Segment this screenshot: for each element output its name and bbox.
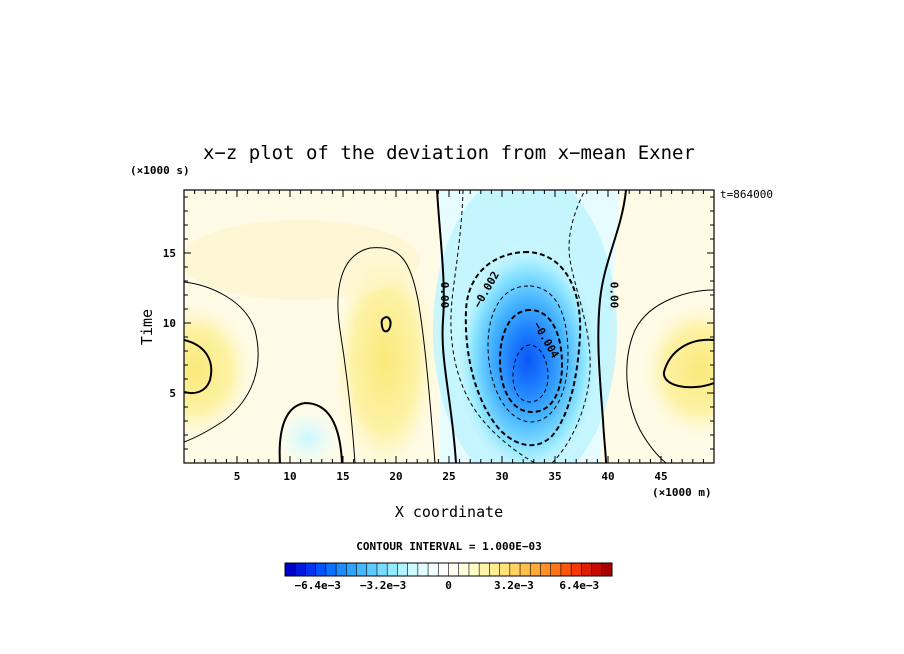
negative-core-shading — [453, 240, 603, 463]
contour-label: 0.00 — [607, 282, 620, 309]
x-unit-label: (×1000 m) — [652, 486, 712, 499]
y-axis-label: Time — [138, 309, 156, 345]
y-unit-label: (×1000 s) — [130, 164, 190, 177]
zero-contour-left — [436, 190, 457, 463]
colorbar-cell — [366, 563, 378, 576]
colorbar-cell — [336, 563, 347, 576]
colorbar-cell — [468, 563, 480, 576]
colorbar-tick-label: 3.2e−3 — [494, 579, 534, 592]
positive-left-shading — [184, 300, 255, 440]
x-tick-label: 40 — [601, 470, 614, 483]
colorbar-cell — [428, 563, 439, 576]
colorbar-cell — [489, 563, 500, 576]
colorbar-cell — [356, 563, 368, 576]
colorbar-cell — [520, 563, 531, 576]
colorbar-cell — [285, 563, 296, 576]
y-tick-label: 10 — [163, 317, 176, 330]
contour-001-left — [184, 281, 259, 443]
colorbar-cell — [458, 563, 470, 576]
colorbar-cell — [560, 563, 572, 576]
x-axis-label: X coordinate — [395, 503, 503, 521]
positive-mid-shading — [330, 240, 440, 463]
contour-neg-004 — [498, 308, 564, 414]
time-stamp: t=864000 — [720, 188, 773, 201]
contour-neg-001 — [450, 190, 591, 463]
colorbar-cell — [550, 563, 562, 576]
colorbar-cell — [540, 563, 551, 576]
x-tick-label: 25 — [442, 470, 455, 483]
colorbar-tick-label: 6.4e−3 — [559, 579, 599, 592]
y-tick-label: 5 — [169, 387, 176, 400]
contour-neg-005 — [512, 344, 549, 403]
x-tick-label: 10 — [283, 470, 296, 483]
contour-001-right — [626, 289, 714, 463]
colorbar-cell — [305, 563, 316, 576]
colorbar-tick-label: 0 — [445, 579, 452, 592]
colorbar-cell — [387, 563, 398, 576]
colorbar-cell — [509, 563, 521, 576]
x-tick-label: 20 — [389, 470, 402, 483]
axis-ticks — [184, 190, 714, 463]
contour-neg-002 — [464, 250, 582, 447]
zero-contour-small-loop — [380, 316, 392, 333]
x-tick-label: 5 — [234, 470, 241, 483]
colorbar-cell — [448, 563, 460, 576]
positive-top-shading — [184, 220, 420, 300]
colorbar-cell — [376, 563, 388, 576]
x-tick-label: 15 — [336, 470, 349, 483]
colorbar-cell — [315, 563, 327, 576]
colorbar-cell — [601, 563, 613, 576]
colorbar-cell — [295, 563, 306, 576]
colorbar-cell — [530, 563, 541, 576]
colorbar-cell — [417, 563, 429, 576]
zero-contour-right — [597, 190, 627, 463]
y-tick-label: 15 — [163, 247, 176, 260]
colorbar-cell — [499, 563, 511, 576]
contour-interval-label: CONTOUR INTERVAL = 1.000E−03 — [356, 540, 541, 553]
colorbar-cell — [407, 563, 419, 576]
colorbar-cell — [571, 563, 582, 576]
x-tick-label: 30 — [495, 470, 508, 483]
contour-001-mid — [337, 247, 436, 463]
colorbar-cell — [591, 563, 603, 576]
x-tick-label: 45 — [654, 470, 667, 483]
colorbar-cell — [438, 563, 449, 576]
colorbar-cell — [581, 563, 592, 576]
x-tick-label: 35 — [548, 470, 561, 483]
colorbar-tick-label: −6.4e−3 — [295, 579, 341, 592]
zero-contour-far-left — [184, 339, 213, 395]
colorbar-cell — [346, 563, 357, 576]
positive-right-shading — [640, 300, 714, 440]
zero-contour-lower-left — [278, 401, 343, 463]
contour-label: 0.00 — [438, 282, 451, 309]
weak-negative-shading — [273, 406, 343, 463]
chart-title: x−z plot of the deviation from x−mean Ex… — [203, 142, 695, 164]
colorbar-cell — [479, 563, 490, 576]
colorbar-frame — [284, 562, 613, 577]
colorbar-tick-label: −3.2e−3 — [360, 579, 406, 592]
plot-area — [184, 190, 714, 463]
zero-contour-far-right — [662, 338, 714, 389]
colorbar-cell — [397, 563, 408, 576]
colorbar-cell — [325, 563, 337, 576]
colorbar: −6.4e−3 −3.2e−3 0 3.2e−3 6.4e−3 — [284, 562, 613, 592]
